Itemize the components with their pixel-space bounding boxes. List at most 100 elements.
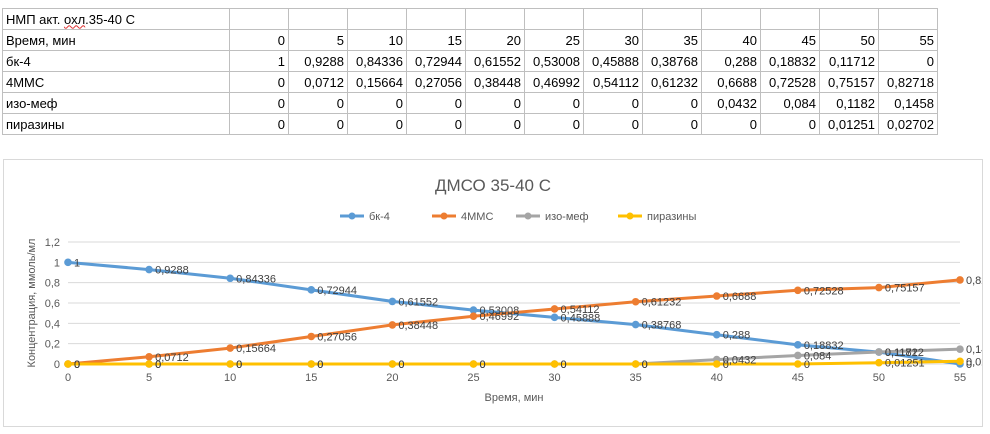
data-point: [226, 360, 234, 368]
table-cell[interactable]: 0,72528: [760, 71, 820, 93]
table-row-label[interactable]: пиразины: [2, 113, 230, 135]
table-cell[interactable]: 0: [583, 92, 643, 114]
table-cell-empty[interactable]: [406, 8, 466, 30]
table-cell[interactable]: 0,18832: [760, 50, 820, 72]
table-cell-empty[interactable]: [701, 8, 761, 30]
data-point: [712, 292, 721, 300]
table-cell[interactable]: 0,84336: [347, 50, 407, 72]
table-cell[interactable]: 0: [288, 92, 348, 114]
table-cell[interactable]: 0: [229, 71, 289, 93]
table-cell[interactable]: 0,15664: [347, 71, 407, 93]
data-label: 0,0712: [155, 352, 189, 364]
data-label: 0: [479, 359, 485, 371]
table-cell[interactable]: 0,1182: [819, 92, 879, 114]
table-cell-empty[interactable]: [642, 8, 702, 30]
table-cell[interactable]: 0,82718: [878, 71, 938, 93]
table-cell[interactable]: 0,45888: [583, 50, 643, 72]
table-cell[interactable]: 0,288: [701, 50, 761, 72]
table-row-label[interactable]: изо-меф: [2, 92, 230, 114]
x-tick-label: 50: [873, 372, 885, 384]
data-label: 0: [966, 359, 972, 371]
table-cell[interactable]: 0: [524, 113, 584, 135]
table-cell[interactable]: 0: [347, 92, 407, 114]
data-point: [64, 360, 72, 368]
table-cell[interactable]: 0,084: [760, 92, 820, 114]
table-cell[interactable]: 0: [878, 50, 938, 72]
table-cell[interactable]: 1: [229, 50, 289, 72]
table-cell[interactable]: 0: [347, 113, 407, 135]
table-cell[interactable]: 0: [229, 92, 289, 114]
table-cell[interactable]: 0,61232: [642, 71, 702, 93]
table-cell[interactable]: 0,72944: [406, 50, 466, 72]
table-cell[interactable]: 0,27056: [406, 71, 466, 93]
table-cell[interactable]: 0,75157: [819, 71, 879, 93]
table-cell[interactable]: 0,38768: [642, 50, 702, 72]
table-cell[interactable]: 20: [465, 29, 525, 51]
table-cell[interactable]: 0,53008: [524, 50, 584, 72]
table-cell[interactable]: 0: [701, 113, 761, 135]
table-cell[interactable]: 0,38448: [465, 71, 525, 93]
table-cell[interactable]: 0: [642, 113, 702, 135]
table-cell-empty[interactable]: [760, 8, 820, 30]
table-cell[interactable]: 0: [583, 113, 643, 135]
table-cell[interactable]: 0,11712: [819, 50, 879, 72]
table-cell[interactable]: 0: [406, 92, 466, 114]
table-cell-empty[interactable]: [288, 8, 348, 30]
table-cell[interactable]: 0,9288: [288, 50, 348, 72]
data-label: 0: [561, 359, 567, 371]
table-cell[interactable]: 0: [288, 113, 348, 135]
data-point: [388, 297, 397, 306]
table-cell[interactable]: 0: [229, 113, 289, 135]
data-point: [550, 305, 559, 313]
table-cell-empty[interactable]: [347, 8, 407, 30]
table-row-label[interactable]: 4ММС: [2, 71, 230, 93]
data-label: 0: [317, 359, 323, 371]
data-point: [469, 360, 478, 368]
x-axis-title: Время, мин: [485, 392, 544, 404]
table-cell-empty[interactable]: [819, 8, 879, 30]
data-table: НМП акт. охл.35-40 С Время, мин 0 5 10 15 20 25…: [2, 8, 938, 135]
table-cell[interactable]: 5: [288, 29, 348, 51]
table-cell[interactable]: 0: [465, 113, 525, 135]
table-cell-empty[interactable]: [583, 8, 643, 30]
chart-area[interactable]: ДМСО 35-40 С бк-4 4ММС изо-меф пиразины 0 0,2 0…: [3, 159, 983, 427]
table-cell-empty[interactable]: [878, 8, 938, 30]
table-cell[interactable]: 0: [760, 113, 820, 135]
table-cell[interactable]: 0,46992: [524, 71, 584, 93]
table-cell[interactable]: 45: [760, 29, 820, 51]
table-cell-empty[interactable]: [229, 8, 289, 30]
legend-marker: [348, 212, 356, 220]
table-cell[interactable]: 0,0712: [288, 71, 348, 93]
table-cell[interactable]: 0: [465, 92, 525, 114]
table-cell[interactable]: 0: [229, 29, 289, 51]
table-cell[interactable]: 55: [878, 29, 938, 51]
table-cell[interactable]: 0,54112: [583, 71, 643, 93]
data-label: 0,61232: [642, 297, 682, 309]
table-cell[interactable]: 0,02702: [878, 113, 938, 135]
table-cell[interactable]: 30: [583, 29, 643, 51]
table-cell[interactable]: 35: [642, 29, 702, 51]
data-point: [956, 276, 964, 284]
table-cell[interactable]: 50: [819, 29, 879, 51]
table-cell-empty[interactable]: [465, 8, 525, 30]
table-cell[interactable]: 0: [406, 113, 466, 135]
table-cell[interactable]: 15: [406, 29, 466, 51]
table-cell[interactable]: 0: [524, 92, 584, 114]
table-cell[interactable]: 10: [347, 29, 407, 51]
table-cell[interactable]: 0,0432: [701, 92, 761, 114]
table-row-label[interactable]: Время, мин: [2, 29, 230, 51]
table-cell[interactable]: 0,61552: [465, 50, 525, 72]
table-title-cell[interactable]: НМП акт. охл.35-40 С: [2, 8, 230, 30]
table-row-label[interactable]: бк-4: [2, 50, 230, 72]
table-cell[interactable]: 0,6688: [701, 71, 761, 93]
data-point: [794, 286, 802, 295]
data-point: [875, 348, 883, 356]
table-cell[interactable]: 0,1458: [878, 92, 938, 114]
table-cell[interactable]: 25: [524, 29, 584, 51]
table-cell[interactable]: 0: [642, 92, 702, 114]
table-cell[interactable]: 0,01251: [819, 113, 879, 135]
data-label: 0,6688: [723, 291, 757, 303]
table-cell[interactable]: 40: [701, 29, 761, 51]
table-cell-empty[interactable]: [524, 8, 584, 30]
data-point: [631, 297, 640, 306]
